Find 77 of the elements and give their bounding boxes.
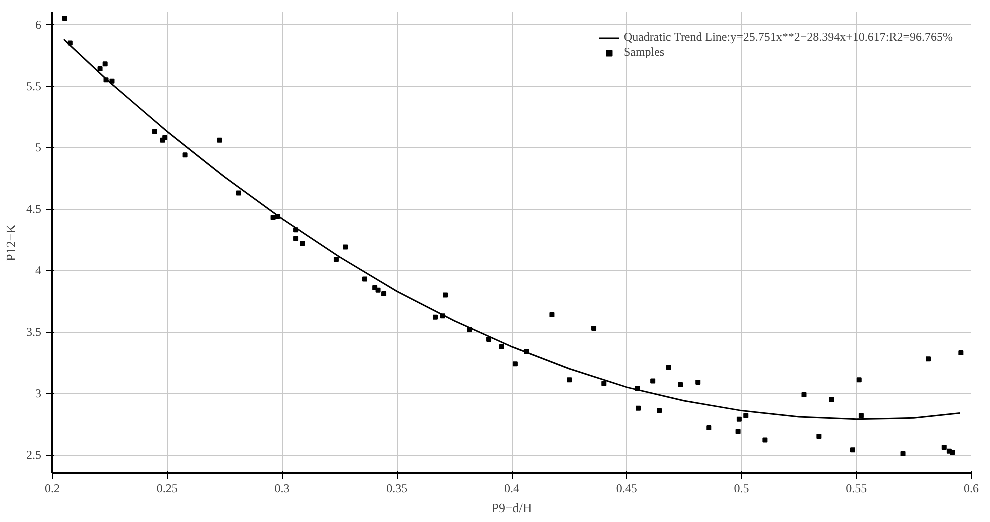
x-tick-label: 0.25 [156, 482, 178, 496]
point [567, 378, 572, 383]
y-tick-label: 5 [36, 140, 42, 155]
point [802, 392, 807, 398]
x-tick-label: 0.45 [616, 482, 638, 496]
point [858, 413, 864, 418]
point [334, 257, 339, 262]
point [432, 314, 438, 320]
point [275, 214, 280, 220]
point [762, 438, 768, 443]
x-tick-label: 0.35 [386, 482, 408, 496]
point [182, 152, 188, 158]
point [343, 244, 348, 250]
x-tick-label: 0.55 [846, 482, 868, 496]
point [382, 292, 387, 297]
point [816, 434, 822, 440]
point [104, 78, 109, 83]
point [376, 288, 381, 293]
x-axis-title: P9−d/H [492, 500, 532, 516]
y-tick-label: 4.5 [26, 202, 42, 216]
point [443, 292, 448, 298]
legend-label: Samples [624, 45, 665, 60]
y-axis-title: P12−K [4, 224, 18, 262]
point [440, 314, 446, 319]
y-tick-label: 3.5 [26, 325, 42, 340]
point [829, 397, 834, 402]
y-tick-label: 6 [36, 18, 42, 32]
x-tick-label: 0.6 [964, 482, 979, 496]
point [162, 135, 168, 140]
point [98, 66, 103, 72]
point [706, 426, 712, 431]
point [592, 326, 597, 331]
point [958, 350, 964, 356]
point [499, 344, 504, 350]
point [217, 138, 222, 143]
point [602, 381, 607, 386]
point [736, 416, 742, 422]
point [236, 190, 242, 196]
y-tick-label: 3 [36, 386, 42, 401]
y-tick-label: 5.5 [26, 79, 42, 94]
point [152, 129, 158, 134]
point [744, 413, 749, 418]
point [736, 429, 741, 434]
point [512, 362, 518, 367]
y-tick-label: 4 [36, 264, 42, 278]
point [636, 406, 642, 411]
point [678, 382, 684, 388]
point [467, 327, 472, 332]
point [300, 241, 306, 246]
point [270, 215, 276, 220]
point [110, 78, 115, 84]
x-tick-label: 0.4 [504, 482, 520, 496]
point [850, 448, 856, 453]
point [900, 451, 906, 456]
point [942, 445, 947, 450]
point [550, 312, 555, 318]
point [856, 378, 862, 383]
point [635, 386, 640, 392]
point [62, 16, 68, 22]
point [362, 276, 368, 282]
point [294, 236, 299, 242]
x-tick-label: 0.3 [274, 482, 290, 496]
point [486, 337, 492, 342]
point [524, 349, 530, 354]
y-tick-label: 2.5 [26, 448, 42, 462]
point [650, 378, 656, 384]
point [657, 408, 662, 414]
x-tick-label: 0.5 [734, 482, 750, 496]
point [950, 450, 956, 456]
point [68, 40, 73, 46]
x-tick-label: 0.2 [45, 482, 60, 496]
legend-label: Quadratic Trend Line:y=25.751x**2−28.394x+10.617:R2=96.765% [624, 30, 953, 45]
point [666, 365, 672, 370]
point [926, 356, 932, 362]
point [294, 228, 299, 233]
point [102, 62, 108, 67]
point [696, 380, 701, 386]
